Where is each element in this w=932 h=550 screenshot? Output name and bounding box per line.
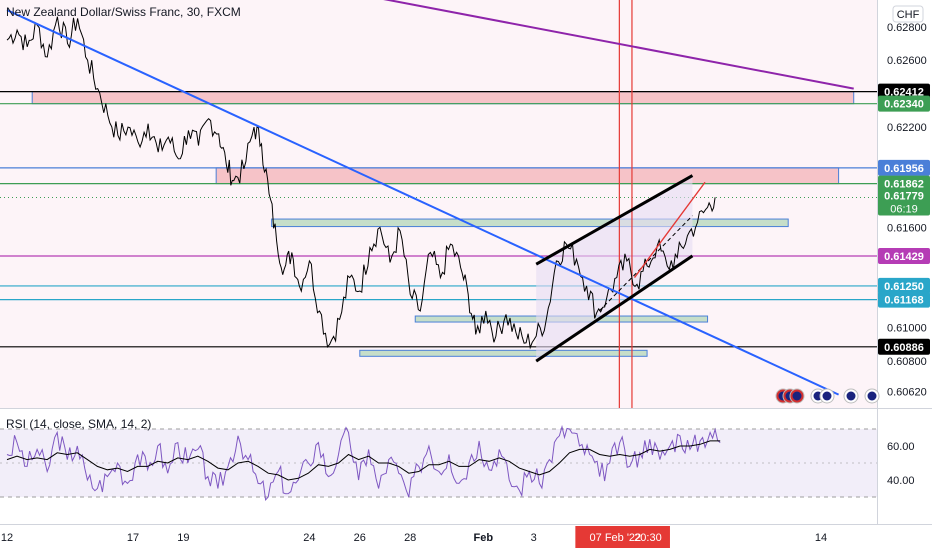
time-tick-label: 19	[177, 532, 189, 544]
currency-badge[interactable]: CHF	[892, 5, 924, 23]
level-tag	[878, 159, 930, 176]
channel-fill	[536, 175, 693, 362]
time-tick-label: 12	[1, 532, 13, 544]
price-tick-label: 0.61600	[887, 222, 927, 234]
price-tick-label: 0.62600	[887, 55, 927, 67]
chart-title: New Zealand Dollar/Swiss Franc, 30, FXCM	[6, 5, 241, 19]
price-tick-label: 0.61000	[887, 323, 927, 335]
level-tag-label: 0.61168	[884, 295, 923, 307]
price-plot	[0, 0, 877, 408]
price-pane	[0, 0, 877, 408]
channel-upper-line	[535, 174, 694, 266]
rsi-line	[6, 424, 721, 502]
flag-icon[interactable]	[789, 388, 805, 404]
price-tick-label: 0.62800	[887, 22, 927, 34]
crosshair-date-label: 07 Feb '22	[590, 532, 642, 544]
flag-icon-core	[792, 391, 802, 401]
breakout-line	[633, 181, 706, 278]
flag-icon[interactable]	[864, 388, 880, 404]
current-price-label: 0.61779	[884, 190, 924, 202]
zone-rect	[271, 218, 789, 228]
zone-rect	[31, 91, 855, 105]
level-tag	[878, 83, 930, 100]
level-tag-label: 0.62412	[884, 87, 924, 99]
trendline	[383, 0, 854, 90]
flag-icon-core	[846, 391, 856, 401]
time-tick-label: 14	[815, 532, 827, 544]
level-tag-label: 0.61250	[884, 281, 924, 293]
level-tag	[878, 338, 930, 355]
level-tag	[878, 277, 930, 294]
time-tick-label: 17	[127, 532, 139, 544]
level-tag	[878, 95, 930, 112]
time-tick-label: 28	[404, 532, 416, 544]
flag-icon[interactable]	[843, 388, 859, 404]
price-tick-label: 0.60620	[887, 386, 927, 398]
flag-icon-core	[867, 391, 877, 401]
zone-rect	[359, 349, 648, 357]
price-tick-label: 0.60800	[887, 356, 927, 368]
time-tick-label: 26	[354, 532, 366, 544]
rsi-label: RSI (14, close, SMA, 14, 2)	[6, 417, 151, 431]
level-tag-label: 0.60886	[884, 342, 924, 354]
trendline	[6, 9, 840, 396]
flag-icon-core	[822, 391, 832, 401]
rsi-indicator	[0, 424, 877, 502]
level-tag-label: 0.61956	[884, 163, 924, 175]
country-flags[interactable]	[775, 388, 880, 404]
rsi-sma-line	[6, 440, 721, 481]
level-tag	[878, 248, 930, 265]
level-tag-label: 0.61429	[884, 251, 924, 263]
crosshair-time-label: 20:30	[634, 532, 662, 544]
countdown-label: 06:19	[890, 203, 918, 215]
rsi-tick-label: 60.00	[887, 441, 915, 453]
price-series-line	[6, 16, 716, 350]
currency-badge-label: CHF	[897, 9, 920, 21]
price-axis: 0.62800 0.62600 0.62200 0.61600 0.61000 0.608…	[878, 22, 930, 487]
time-tick-label: Feb	[473, 532, 493, 544]
time-tick-label: 3	[531, 532, 537, 544]
zone-rect	[215, 167, 840, 185]
crosshair-date-tag	[575, 526, 670, 548]
rsi-tick-label: 40.00	[887, 475, 915, 487]
current-price-tag	[878, 187, 930, 216]
price-tick-label: 0.62200	[887, 122, 927, 134]
level-tag	[878, 291, 930, 308]
channel-lower-line	[535, 254, 694, 363]
flag-icon[interactable]	[819, 388, 835, 404]
level-tag-label: 0.62340	[884, 99, 924, 111]
time-tick-label: 24	[303, 532, 315, 544]
